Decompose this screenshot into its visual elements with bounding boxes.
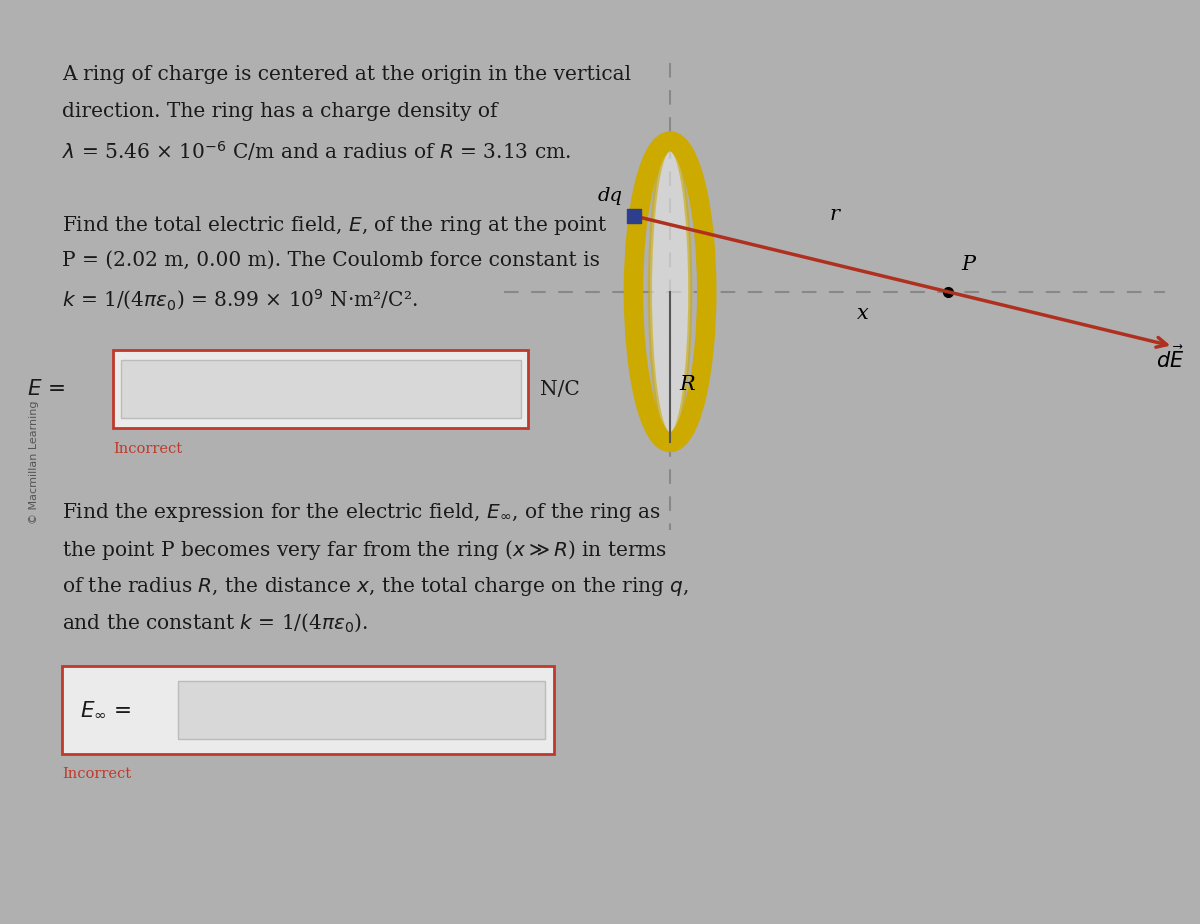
Text: © Macmillan Learning: © Macmillan Learning: [29, 400, 40, 524]
Text: Find the total electric field, $E$, of the ring at the point: Find the total electric field, $E$, of t…: [62, 214, 608, 237]
Text: $k$ = 1/(4$\pi\varepsilon_0$) = 8.99 × 10$^9$ N·m²/C².: $k$ = 1/(4$\pi\varepsilon_0$) = 8.99 × 1…: [62, 288, 418, 312]
Text: Incorrect: Incorrect: [62, 767, 131, 781]
Text: $E$ =: $E$ =: [26, 378, 65, 400]
Text: $d\vec{E}$: $d\vec{E}$: [1156, 345, 1184, 371]
Text: P = (2.02 m, 0.00 m). The Coulomb force constant is: P = (2.02 m, 0.00 m). The Coulomb force …: [62, 251, 600, 270]
Bar: [178, 681, 545, 739]
Text: P: P: [961, 255, 976, 274]
Text: direction. The ring has a charge density of: direction. The ring has a charge density…: [62, 103, 498, 121]
Text: R: R: [679, 375, 696, 394]
Text: and the constant $k$ = 1/(4$\pi\varepsilon_0$).: and the constant $k$ = 1/(4$\pi\varepsil…: [62, 612, 368, 634]
Text: dq: dq: [598, 188, 623, 205]
Text: Find the expression for the electric field, $E_\infty$, of the ring as: Find the expression for the electric fie…: [62, 501, 661, 524]
Bar: [121, 359, 521, 419]
Bar: [62, 666, 554, 753]
Text: the point P becomes very far from the ring ($x \gg R$) in terms: the point P becomes very far from the ri…: [62, 538, 667, 562]
Text: $E_\infty$ =: $E_\infty$ =: [79, 699, 131, 721]
Text: A ring of charge is centered at the origin in the vertical: A ring of charge is centered at the orig…: [62, 66, 631, 84]
Text: r: r: [829, 205, 840, 224]
Text: of the radius $R$, the distance $x$, the total charge on the ring $q$,: of the radius $R$, the distance $x$, the…: [62, 575, 689, 598]
Text: N/C: N/C: [540, 380, 580, 398]
Bar: [113, 350, 528, 428]
Text: $\lambda$ = 5.46 × 10$^{-6}$ C/m and a radius of $R$ = 3.13 cm.: $\lambda$ = 5.46 × 10$^{-6}$ C/m and a r…: [62, 140, 571, 164]
Text: x: x: [857, 304, 869, 323]
Text: Incorrect: Incorrect: [113, 443, 182, 456]
Ellipse shape: [650, 149, 690, 435]
